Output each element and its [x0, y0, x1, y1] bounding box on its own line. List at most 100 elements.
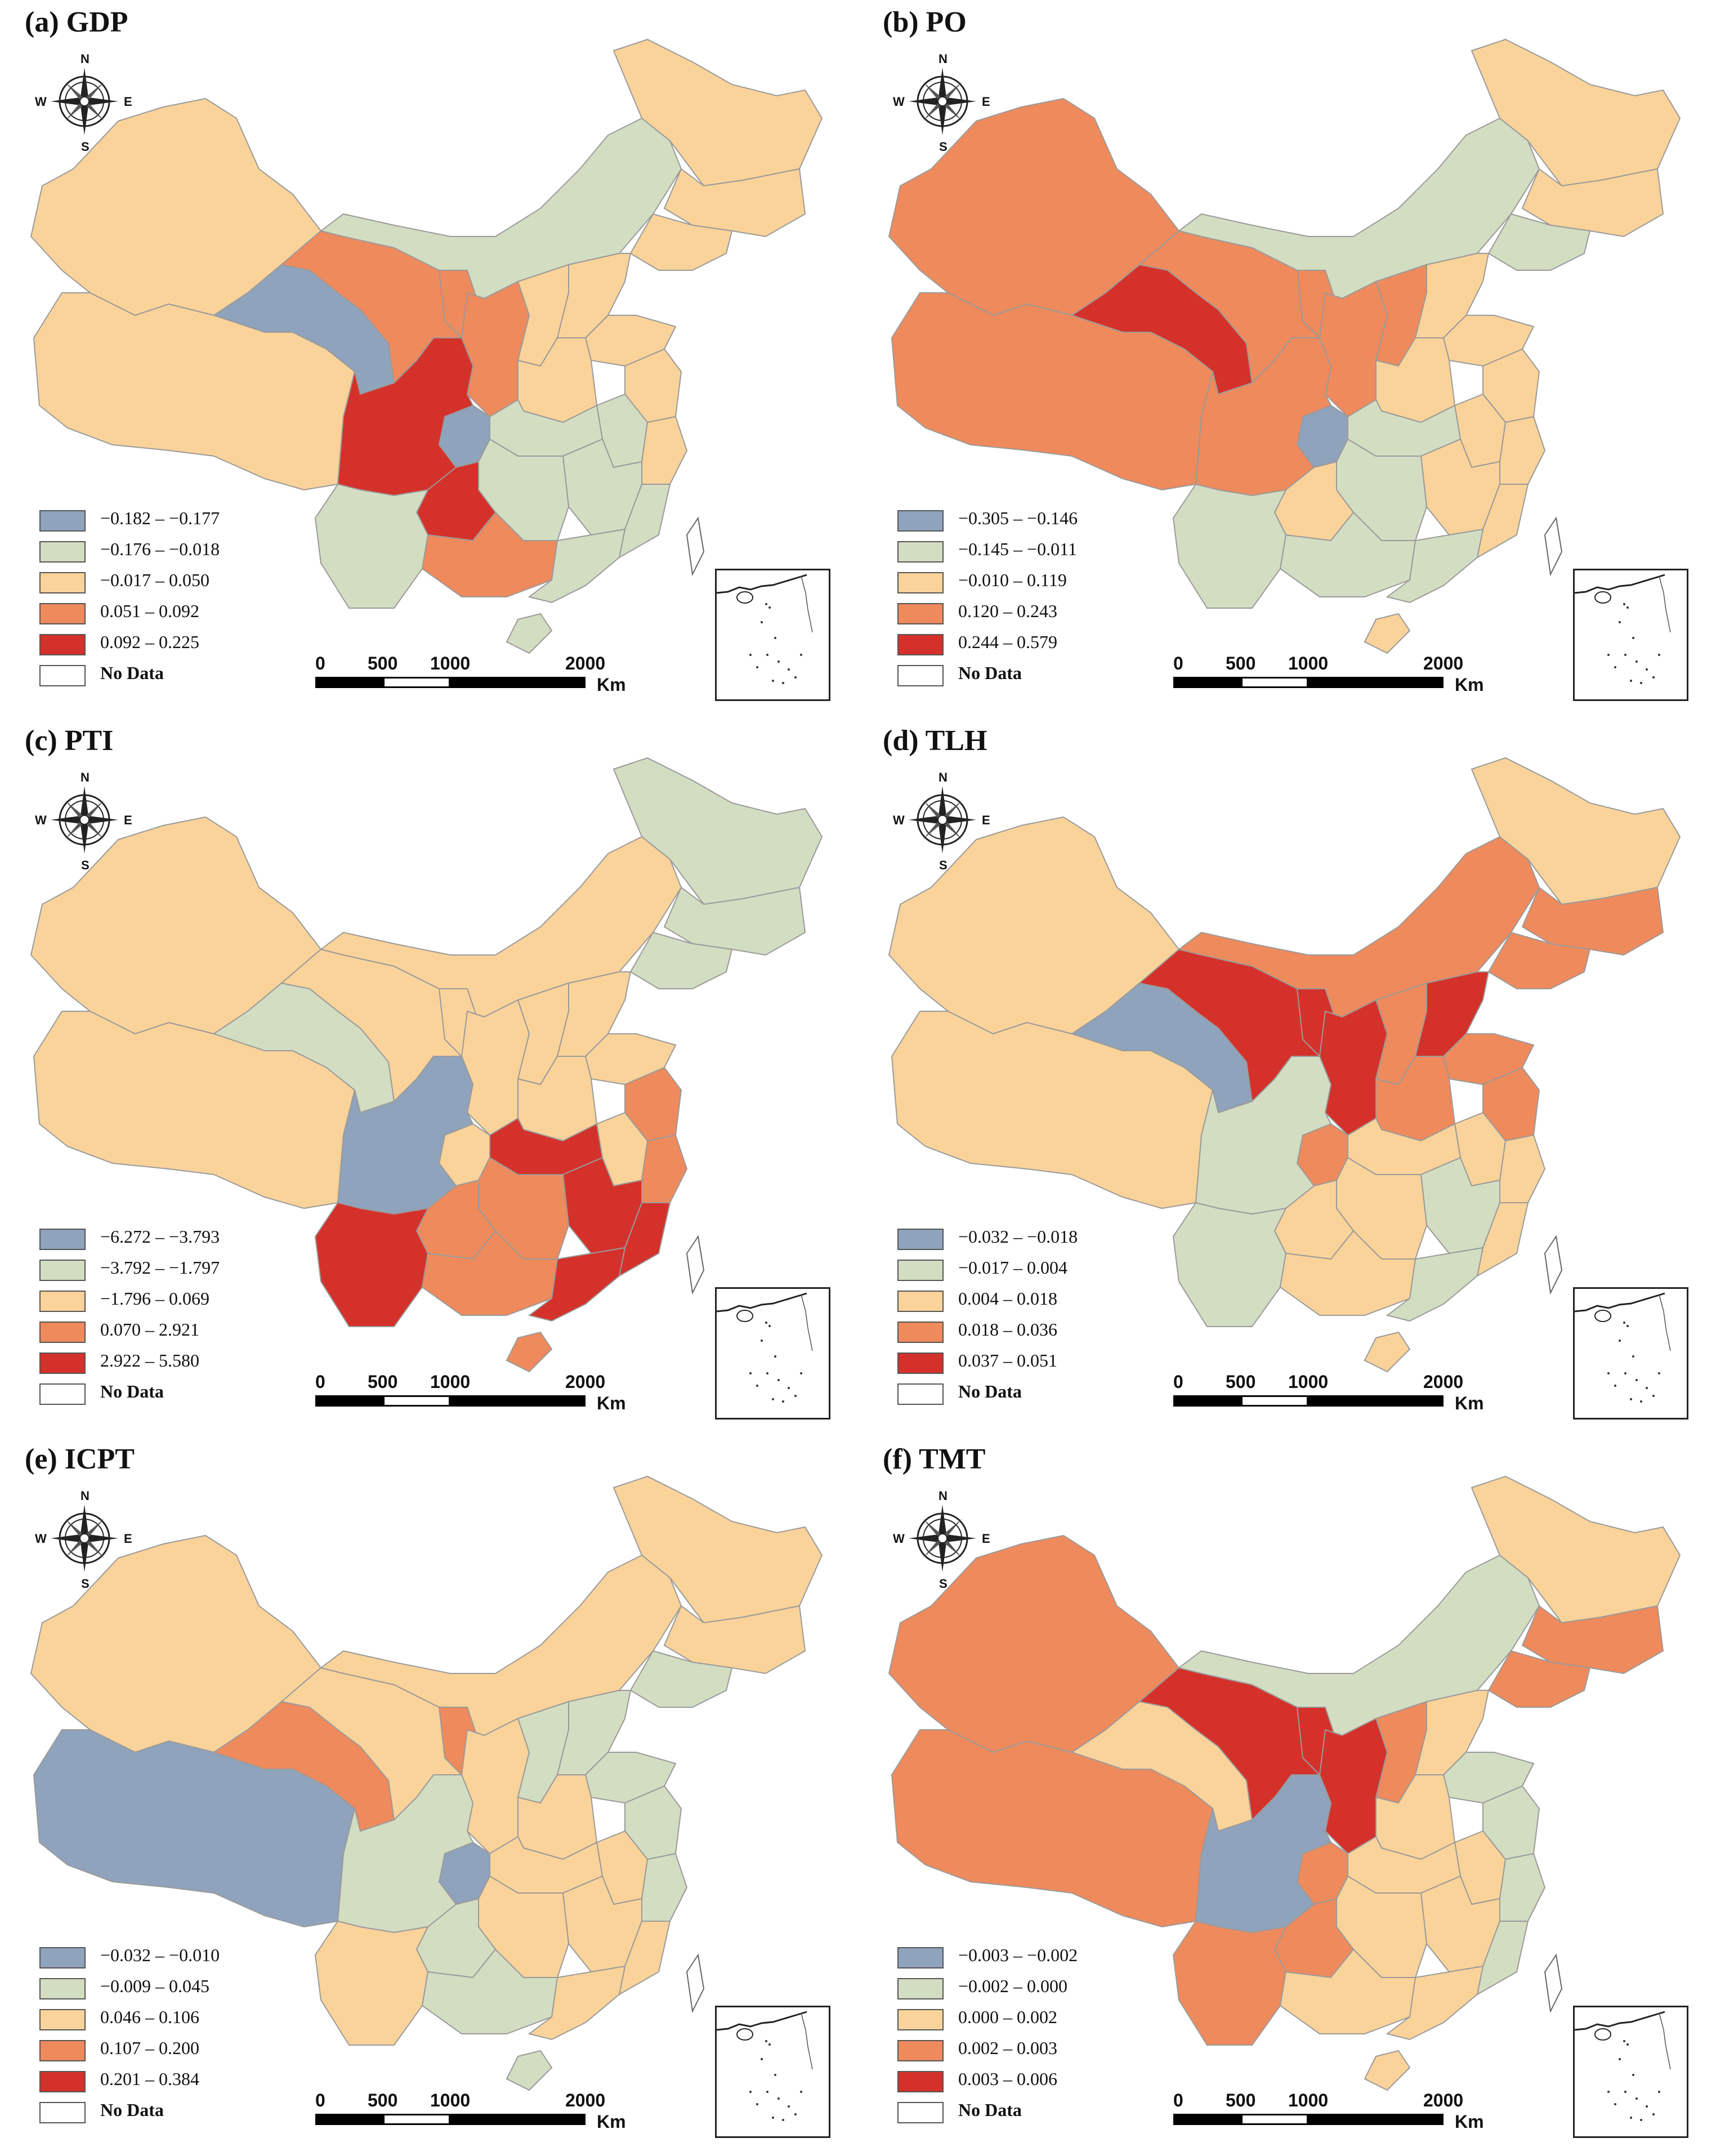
province-heilongjiang [1471, 1475, 1681, 1624]
legend-label: −0.002 – 0.000 [958, 1976, 1068, 1996]
legend-label: −0.176 – −0.018 [100, 539, 220, 559]
province-guangdong [1386, 1965, 1484, 2041]
legend-label: 0.002 – 0.003 [958, 2038, 1057, 2058]
compass-s-label: S [939, 140, 948, 154]
south-china-sea-inset [1573, 2006, 1688, 2138]
compass-w-label: W [35, 813, 47, 827]
compass-s-label: S [939, 858, 948, 872]
legend-swatch [39, 572, 86, 593]
scale-bar: 0 500 1000 2000 Km [1173, 653, 1484, 698]
compass-s-label: S [939, 1577, 948, 1591]
legend-label: −1.796 – 0.069 [100, 1288, 210, 1309]
compass-w-label: W [893, 813, 905, 827]
compass-rose-icon: N S E W [892, 769, 993, 872]
scale-tick-label: 1000 [1288, 1372, 1329, 1392]
legend-label: 0.003 – 0.006 [958, 2069, 1057, 2089]
province-zhejiang [1499, 1853, 1546, 1922]
province-heilongjiang [1471, 757, 1681, 905]
compass-e-label: E [982, 1532, 990, 1546]
province-taiwan [1544, 516, 1563, 577]
province-hainan [506, 613, 553, 654]
compass-rose-graphic [909, 68, 976, 135]
legend-label: 0.092 – 0.225 [100, 632, 199, 652]
scale-tick-label: 2000 [565, 2090, 606, 2110]
inset-map [716, 2011, 813, 2121]
scale-tick-label: 0 [315, 653, 325, 673]
scale-bar-segment [1241, 1395, 1308, 1407]
inset-map [716, 574, 813, 684]
province-jilin [663, 1605, 806, 1675]
china-map [30, 757, 823, 1373]
south-china-sea-inset [715, 2006, 830, 2138]
china-map [888, 1475, 1681, 2091]
province-guangdong [528, 528, 626, 604]
scale-bar-segment [1308, 2114, 1444, 2125]
legend-swatch [897, 665, 944, 686]
province-heilongjiang [613, 38, 823, 187]
compass-rose-icon: N S E W [892, 1488, 993, 1591]
scale-tick-label: 1000 [430, 653, 471, 673]
legend-label: 0.018 – 0.036 [958, 1319, 1057, 1340]
province-taiwan [1544, 1953, 1563, 2014]
scale-bar-segment [1308, 1395, 1444, 1407]
legend-label: 0.107 – 0.200 [100, 2038, 199, 2058]
panel-title: (c) PTI [25, 725, 114, 757]
south-china-sea-inset [1573, 1287, 1688, 1420]
scale-tick-label: 1000 [1288, 2090, 1329, 2110]
scale-unit-label: Km [1455, 2112, 1484, 2132]
province-liaoning [629, 931, 733, 989]
legend-swatch [897, 2040, 944, 2061]
province-guangdong [1386, 528, 1484, 604]
map-panel-gdp: (a) GDP N S E W −0.182 – −0.177 −0.176 – −0.… [0, 0, 858, 718]
scale-bar-segment [383, 1395, 450, 1407]
legend-label: −0.017 – 0.050 [100, 570, 210, 590]
legend-label: −0.032 – −0.010 [100, 1945, 220, 1965]
legend-label: No Data [958, 1381, 1022, 1401]
legend-swatch [39, 510, 86, 532]
inset-map [716, 1292, 813, 1403]
compass-n-label: N [939, 1489, 948, 1503]
legend-label: No Data [100, 1381, 164, 1401]
province-liaoning [629, 1650, 733, 1708]
legend-label: −0.009 – 0.045 [100, 1976, 210, 1996]
province-yunnan [314, 1202, 429, 1327]
scale-bar-segment [1241, 2114, 1308, 2125]
province-yunnan [1172, 1920, 1287, 2046]
legend-swatch [39, 1322, 86, 1343]
province-guangdong [528, 1965, 626, 2041]
map-panel-tmt: (f) TMT N S E W −0.003 – −0.002 −0.002 – 0.0… [858, 1437, 1716, 2155]
scale-bar-segment [1173, 2114, 1241, 2125]
scale-unit-label: Km [597, 1393, 626, 1413]
compass-n-label: N [81, 52, 90, 66]
compass-n-label: N [81, 770, 90, 784]
compass-e-label: E [982, 813, 990, 827]
legend-swatch [39, 1352, 86, 1374]
compass-rose-graphic [909, 1505, 976, 1572]
legend-swatch [39, 1291, 86, 1312]
scale-tick-label: 2000 [1423, 2090, 1464, 2110]
legend-label: 0.051 – 0.092 [100, 601, 199, 621]
scale-bar-segment [1308, 677, 1444, 688]
scale-tick-label: 500 [368, 1372, 398, 1392]
compass-rose-graphic [909, 786, 976, 854]
province-zhejiang [1499, 1134, 1546, 1203]
legend-swatch [897, 572, 944, 593]
province-heilongjiang [613, 757, 823, 905]
province-liaoning [1487, 1650, 1591, 1708]
scale-bar: 0 500 1000 2000 Km [1173, 2090, 1484, 2135]
scale-bar-segment [1241, 677, 1308, 688]
scale-tick-label: 2000 [1423, 653, 1464, 673]
scale-bar-segment [1173, 1395, 1241, 1407]
legend-label: 0.000 – 0.002 [958, 2007, 1057, 2027]
legend-label: No Data [100, 663, 164, 683]
legend-swatch [39, 2040, 86, 2061]
legend-label: −0.003 – −0.002 [958, 1945, 1078, 1965]
legend-swatch [897, 1978, 944, 1999]
scale-unit-label: Km [1455, 1393, 1484, 1413]
scale-bar-segment [450, 2114, 586, 2125]
legend-label: No Data [958, 2100, 1022, 2120]
scale-tick-label: 1000 [430, 1372, 471, 1392]
legend-swatch [39, 1229, 86, 1250]
legend-label: 0.120 – 0.243 [958, 601, 1057, 621]
china-map [888, 757, 1681, 1373]
